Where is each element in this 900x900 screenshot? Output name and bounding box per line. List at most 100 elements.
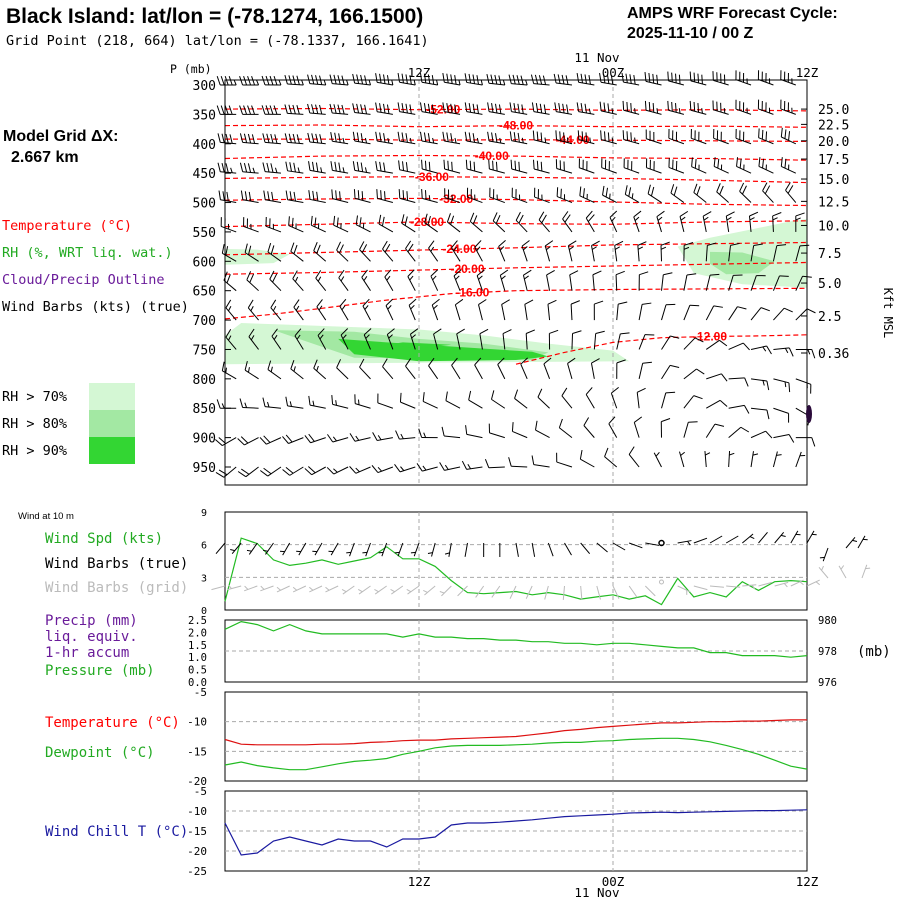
barb-half <box>225 367 227 373</box>
barb-full <box>644 100 647 111</box>
wind-barb <box>270 299 282 321</box>
barb-full <box>269 218 271 228</box>
barb-staff <box>424 222 438 233</box>
barb-half <box>317 223 320 229</box>
barb-staff <box>706 399 721 409</box>
barb-full <box>422 392 425 402</box>
barb-full <box>556 187 559 197</box>
barb-half <box>564 194 566 200</box>
barb-full <box>582 159 584 170</box>
barb-half <box>656 108 659 114</box>
barb-full <box>576 102 580 112</box>
barb-staff <box>445 400 461 409</box>
wind10-barb-true <box>246 542 258 555</box>
barb-full <box>536 131 539 141</box>
barb-full <box>468 132 472 142</box>
barb-full <box>243 133 248 143</box>
barb-full <box>742 102 745 112</box>
wind-barb <box>522 269 532 291</box>
barb-half <box>325 586 330 591</box>
wind-barb <box>375 73 394 86</box>
barb-staff <box>289 466 304 476</box>
wind-barb <box>316 299 327 321</box>
wind10-barb-grid <box>227 584 242 591</box>
wind-barb <box>244 361 259 380</box>
windchill-line <box>224 809 808 856</box>
wind-barb <box>795 212 805 232</box>
wind-barb <box>313 359 327 380</box>
wind-barb <box>773 407 790 423</box>
barb-full <box>637 241 647 246</box>
barb-half <box>272 305 277 312</box>
height-tick-label: 25.0 <box>818 103 849 118</box>
barb-half <box>703 216 709 221</box>
barb-full <box>581 131 584 141</box>
cross-section-frame <box>224 79 808 486</box>
barb-full <box>787 72 789 83</box>
barb-staff <box>742 533 754 544</box>
barb-staff <box>266 437 282 445</box>
wind-barb <box>683 421 698 438</box>
barb-staff <box>612 585 620 599</box>
barb-half <box>784 348 789 354</box>
barb-half <box>295 305 300 311</box>
barb-full <box>508 457 512 467</box>
barb-half <box>400 433 404 439</box>
barb-full <box>535 420 538 431</box>
wind-barb <box>645 158 662 174</box>
wind-barb <box>474 240 483 262</box>
value-tick-label: -5 <box>194 686 207 699</box>
model-grid-label: Model Grid ΔX: <box>3 128 119 145</box>
wind10-barb-grid <box>423 585 436 596</box>
value-tick-label: 6 <box>201 541 207 552</box>
wind10-barb-true <box>596 542 608 553</box>
barb-full <box>698 131 700 142</box>
barb-staff <box>638 304 643 321</box>
barb-staff <box>533 83 550 86</box>
barb-half <box>387 305 392 310</box>
barb-staff <box>608 423 618 438</box>
barb-full <box>356 74 360 84</box>
barb-full <box>246 271 252 281</box>
wind-barb <box>712 100 729 115</box>
wind-barb <box>773 307 793 321</box>
wind-barb <box>534 187 550 204</box>
barb-full <box>616 359 626 364</box>
barb-full <box>626 101 629 112</box>
barb-full <box>224 105 229 115</box>
wind-barb <box>239 76 260 86</box>
barb-half <box>746 107 748 114</box>
barb-staff <box>260 585 274 592</box>
barb-staff <box>750 245 755 262</box>
barb-staff <box>546 274 551 291</box>
wind-barb <box>282 434 304 444</box>
legend-rh: RH (%, WRT liq. wat.) <box>2 245 173 261</box>
barb-staff <box>773 307 785 321</box>
barb-full <box>336 241 342 251</box>
wind-barb <box>446 213 461 233</box>
barb-staff <box>314 542 323 556</box>
barb-staff <box>511 196 528 204</box>
barb-full <box>716 130 719 140</box>
barb-full <box>294 328 302 337</box>
barb-full <box>379 73 382 84</box>
barb-staff <box>556 461 573 468</box>
barb-full <box>284 104 288 114</box>
top-time-tick-label: 12Z <box>408 65 431 80</box>
barb-staff <box>290 250 304 262</box>
barb-full <box>558 103 561 113</box>
barb-full <box>355 215 359 225</box>
barb-full <box>490 74 494 84</box>
barb-staff <box>520 363 528 380</box>
barb-half <box>341 588 347 593</box>
barb-staff <box>211 585 226 591</box>
wind-barb <box>308 395 326 409</box>
wind-barb <box>284 133 304 145</box>
barb-staff <box>444 81 461 86</box>
wind-barb <box>330 132 349 145</box>
barb-full <box>720 131 722 142</box>
wind-barb <box>795 451 806 468</box>
wind-barb <box>736 157 752 174</box>
barb-full <box>383 103 386 114</box>
wind-barb <box>488 423 505 439</box>
